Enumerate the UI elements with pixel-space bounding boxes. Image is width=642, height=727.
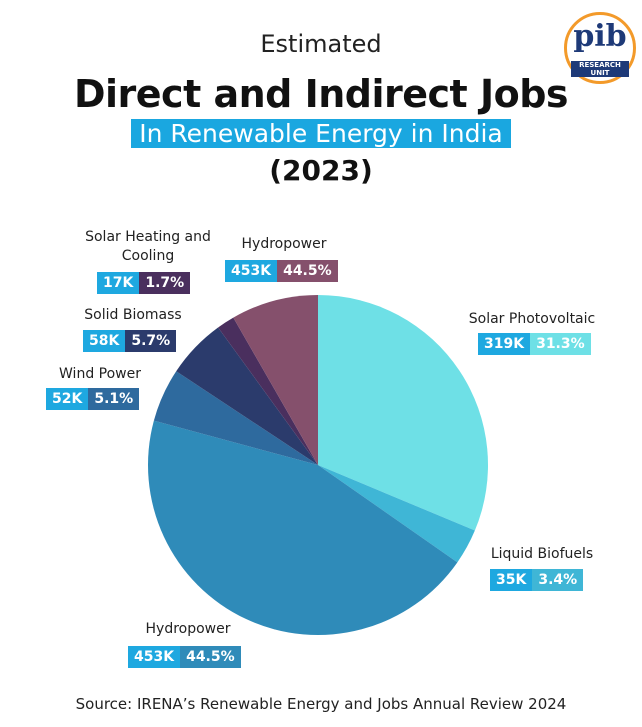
subtitle: In Renewable Energy in India (131, 119, 511, 148)
value-boxes: 58K 5.7% (83, 330, 177, 352)
jobs-label: 453K (128, 646, 181, 668)
slice-label: Wind Power (59, 366, 141, 382)
share-label: 1.7% (139, 272, 191, 294)
pie-slice (318, 465, 475, 563)
jobs-label: 58K (83, 330, 126, 352)
value-boxes: 35K 3.4% (490, 569, 584, 591)
slice-label: Hydropower (145, 621, 231, 637)
source: Source: IRENA’s Renewable Energy and Job… (75, 695, 567, 713)
share-label: 3.4% (532, 569, 584, 591)
jobs-label: 35K (490, 569, 533, 591)
logo-subtext: RESEARCH UNIT (571, 61, 629, 77)
share-label: 44.5% (180, 646, 241, 668)
chart-title: Direct and Indirect Jobs (73, 72, 569, 116)
jobs-label: 52K (46, 388, 89, 410)
value-boxes: 453K 44.5% (225, 260, 338, 282)
share-label: 44.5% (277, 260, 338, 282)
jobs-label: 17K (97, 272, 140, 294)
pie-slice (147, 420, 458, 635)
value-boxes: 52K 5.1% (46, 388, 140, 410)
slice-label: Liquid Biofuels (490, 546, 594, 562)
share-label: 31.3% (530, 333, 591, 355)
subtitle-wrap: In Renewable Energy in India (0, 118, 642, 150)
jobs-label: 453K (225, 260, 278, 282)
slice-label: Solid Biomass (84, 307, 182, 323)
pie-slice (176, 327, 318, 465)
pie-slice (318, 295, 488, 531)
pie-slice (233, 295, 318, 465)
supertitle: Estimated (260, 30, 382, 58)
share-label: 5.7% (125, 330, 177, 352)
jobs-label: 319K (478, 333, 531, 355)
pie-slice (153, 371, 318, 465)
value-boxes: 319K 31.3% (478, 333, 591, 355)
slice-label: Solar Photovoltaic (468, 311, 596, 327)
slice-label: Hydropower (241, 236, 327, 252)
year: (2023) (269, 154, 373, 187)
share-label: 5.1% (88, 388, 140, 410)
pie-slice (218, 317, 318, 465)
logo-text: pib (573, 19, 627, 54)
value-boxes: 17K 1.7% (97, 272, 191, 294)
logo: pib RESEARCH UNIT (564, 12, 636, 84)
value-boxes: 453K 44.5% (128, 646, 241, 668)
slice-label: Solar Heating and Cooling (85, 229, 211, 264)
